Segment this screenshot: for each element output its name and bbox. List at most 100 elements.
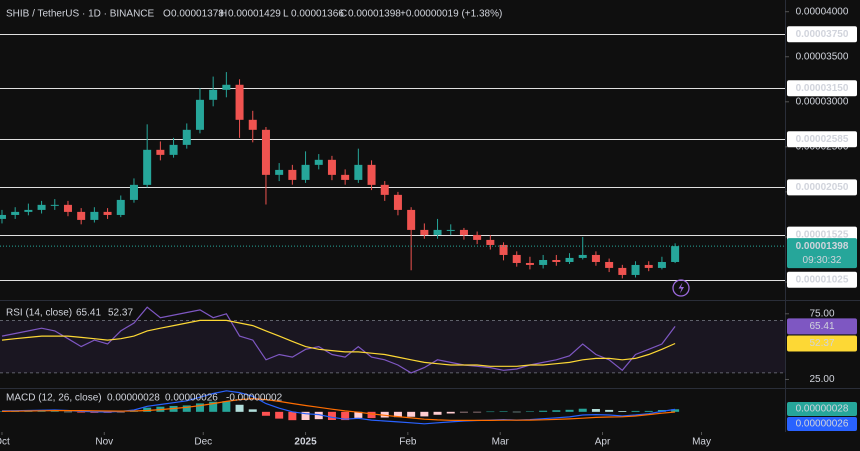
candle-body <box>261 129 270 175</box>
candle-body <box>552 260 561 262</box>
indicator-line <box>1 306 676 374</box>
level-label-box <box>787 131 857 148</box>
histogram-bar <box>499 411 508 412</box>
candle-body <box>0 214 6 219</box>
candle-body <box>156 149 165 155</box>
histogram-bar <box>209 401 218 412</box>
candle-body <box>129 184 138 200</box>
indicator-value-box <box>787 402 857 416</box>
y-tick-label: 75.00 <box>809 308 834 319</box>
indicator-legend-value: -0.00000002 <box>226 393 283 404</box>
y-tick-label: 0.00003500 <box>796 51 849 62</box>
histogram-bar <box>327 411 336 420</box>
candle-body <box>525 262 534 265</box>
level-label-box <box>787 80 857 97</box>
candle-body <box>288 169 297 180</box>
ohlc-key: C <box>340 9 347 20</box>
level-label: 0.00003150 <box>796 83 849 94</box>
candle-body <box>275 169 284 175</box>
histogram-bar <box>578 408 587 412</box>
histogram-bar <box>195 403 204 412</box>
candle-body <box>380 184 389 195</box>
candle-body <box>103 211 112 215</box>
histogram-bar <box>631 410 640 412</box>
indicator-value-label: 0.00000026 <box>796 419 849 430</box>
histogram-bar <box>539 410 548 412</box>
level-label-box <box>787 179 857 196</box>
candle-body <box>248 119 257 130</box>
indicator-line <box>1 319 676 367</box>
level-label: 0.00003750 <box>796 29 849 40</box>
candle-body <box>90 211 99 220</box>
candle-body <box>301 164 310 180</box>
candle-body <box>433 229 442 235</box>
candle-body <box>367 164 376 185</box>
indicator-value-label: 65.41 <box>809 321 834 332</box>
macd-line <box>1 398 676 421</box>
histogram-bar <box>671 409 680 412</box>
candle-body <box>314 159 323 165</box>
candle-body <box>459 229 468 235</box>
alert-icon[interactable] <box>672 279 690 297</box>
candle-body <box>393 194 402 210</box>
histogram-bar <box>354 411 363 418</box>
histogram-bar <box>407 411 416 417</box>
histogram-bar <box>618 411 627 412</box>
histogram-bar <box>380 411 389 418</box>
ohlc-value: 0.00001398 <box>348 9 401 20</box>
candle-body <box>644 264 653 268</box>
histogram-bar <box>473 411 482 413</box>
candle-body <box>605 261 614 268</box>
candle-body <box>222 84 231 90</box>
x-tick-label: Apr <box>595 437 611 448</box>
indicator-value-label: 52.37 <box>809 338 834 349</box>
candle-body <box>671 246 680 262</box>
candle-body <box>512 254 521 263</box>
candle-body <box>143 149 152 185</box>
indicator-legend-value: 65.41 <box>76 308 101 319</box>
y-tick-label: 25.00 <box>809 374 834 385</box>
ohlc-value: 0.00001429 <box>228 9 281 20</box>
histogram-bar <box>301 411 310 420</box>
histogram-bar <box>512 411 521 413</box>
histogram-bar <box>393 411 402 418</box>
candle-body <box>486 239 495 245</box>
indicator-legend-value: 52.37 <box>108 308 133 319</box>
macd-line <box>1 390 676 425</box>
histogram-bar <box>235 404 244 412</box>
x-tick-label: Mar <box>492 437 510 448</box>
candle-body <box>578 254 587 258</box>
candle-body <box>657 261 666 268</box>
indicator-value-box <box>787 335 857 352</box>
histogram-bar <box>143 407 152 412</box>
candle-body <box>37 204 46 210</box>
price-change: +0.00000019 (+1.38%) <box>400 9 502 20</box>
level-label: 0.00001525 <box>796 229 849 240</box>
candle-body <box>341 174 350 180</box>
level-label: 0.00001025 <box>796 274 849 285</box>
candle-body <box>618 267 627 275</box>
histogram-bar <box>605 409 614 412</box>
histogram-bar <box>37 411 46 412</box>
candle-body <box>420 229 429 235</box>
ohlc-key: O <box>163 9 171 20</box>
y-tick-label: 0.00003000 <box>796 96 849 107</box>
histogram-bar <box>222 401 231 412</box>
symbol-title: SHIB / TetherUS · 1D · BINANCE <box>6 9 155 20</box>
ohlc-key: L <box>283 9 289 20</box>
indicator-value-box <box>787 318 857 335</box>
histogram-bar <box>261 411 270 416</box>
indicator-title: MACD (12, 26, close) <box>6 393 102 404</box>
candle-body <box>209 89 218 100</box>
histogram-bar <box>248 409 257 412</box>
candle-body <box>354 164 363 180</box>
histogram-bar <box>644 410 653 412</box>
y-tick-label: 0.00004000 <box>796 6 849 17</box>
level-label-box <box>787 26 857 43</box>
candle-body <box>473 234 482 240</box>
histogram-bar <box>433 411 442 415</box>
histogram-bar <box>182 405 191 412</box>
ohlc-key: H <box>220 9 227 20</box>
x-tick-label: Dec <box>194 437 212 448</box>
